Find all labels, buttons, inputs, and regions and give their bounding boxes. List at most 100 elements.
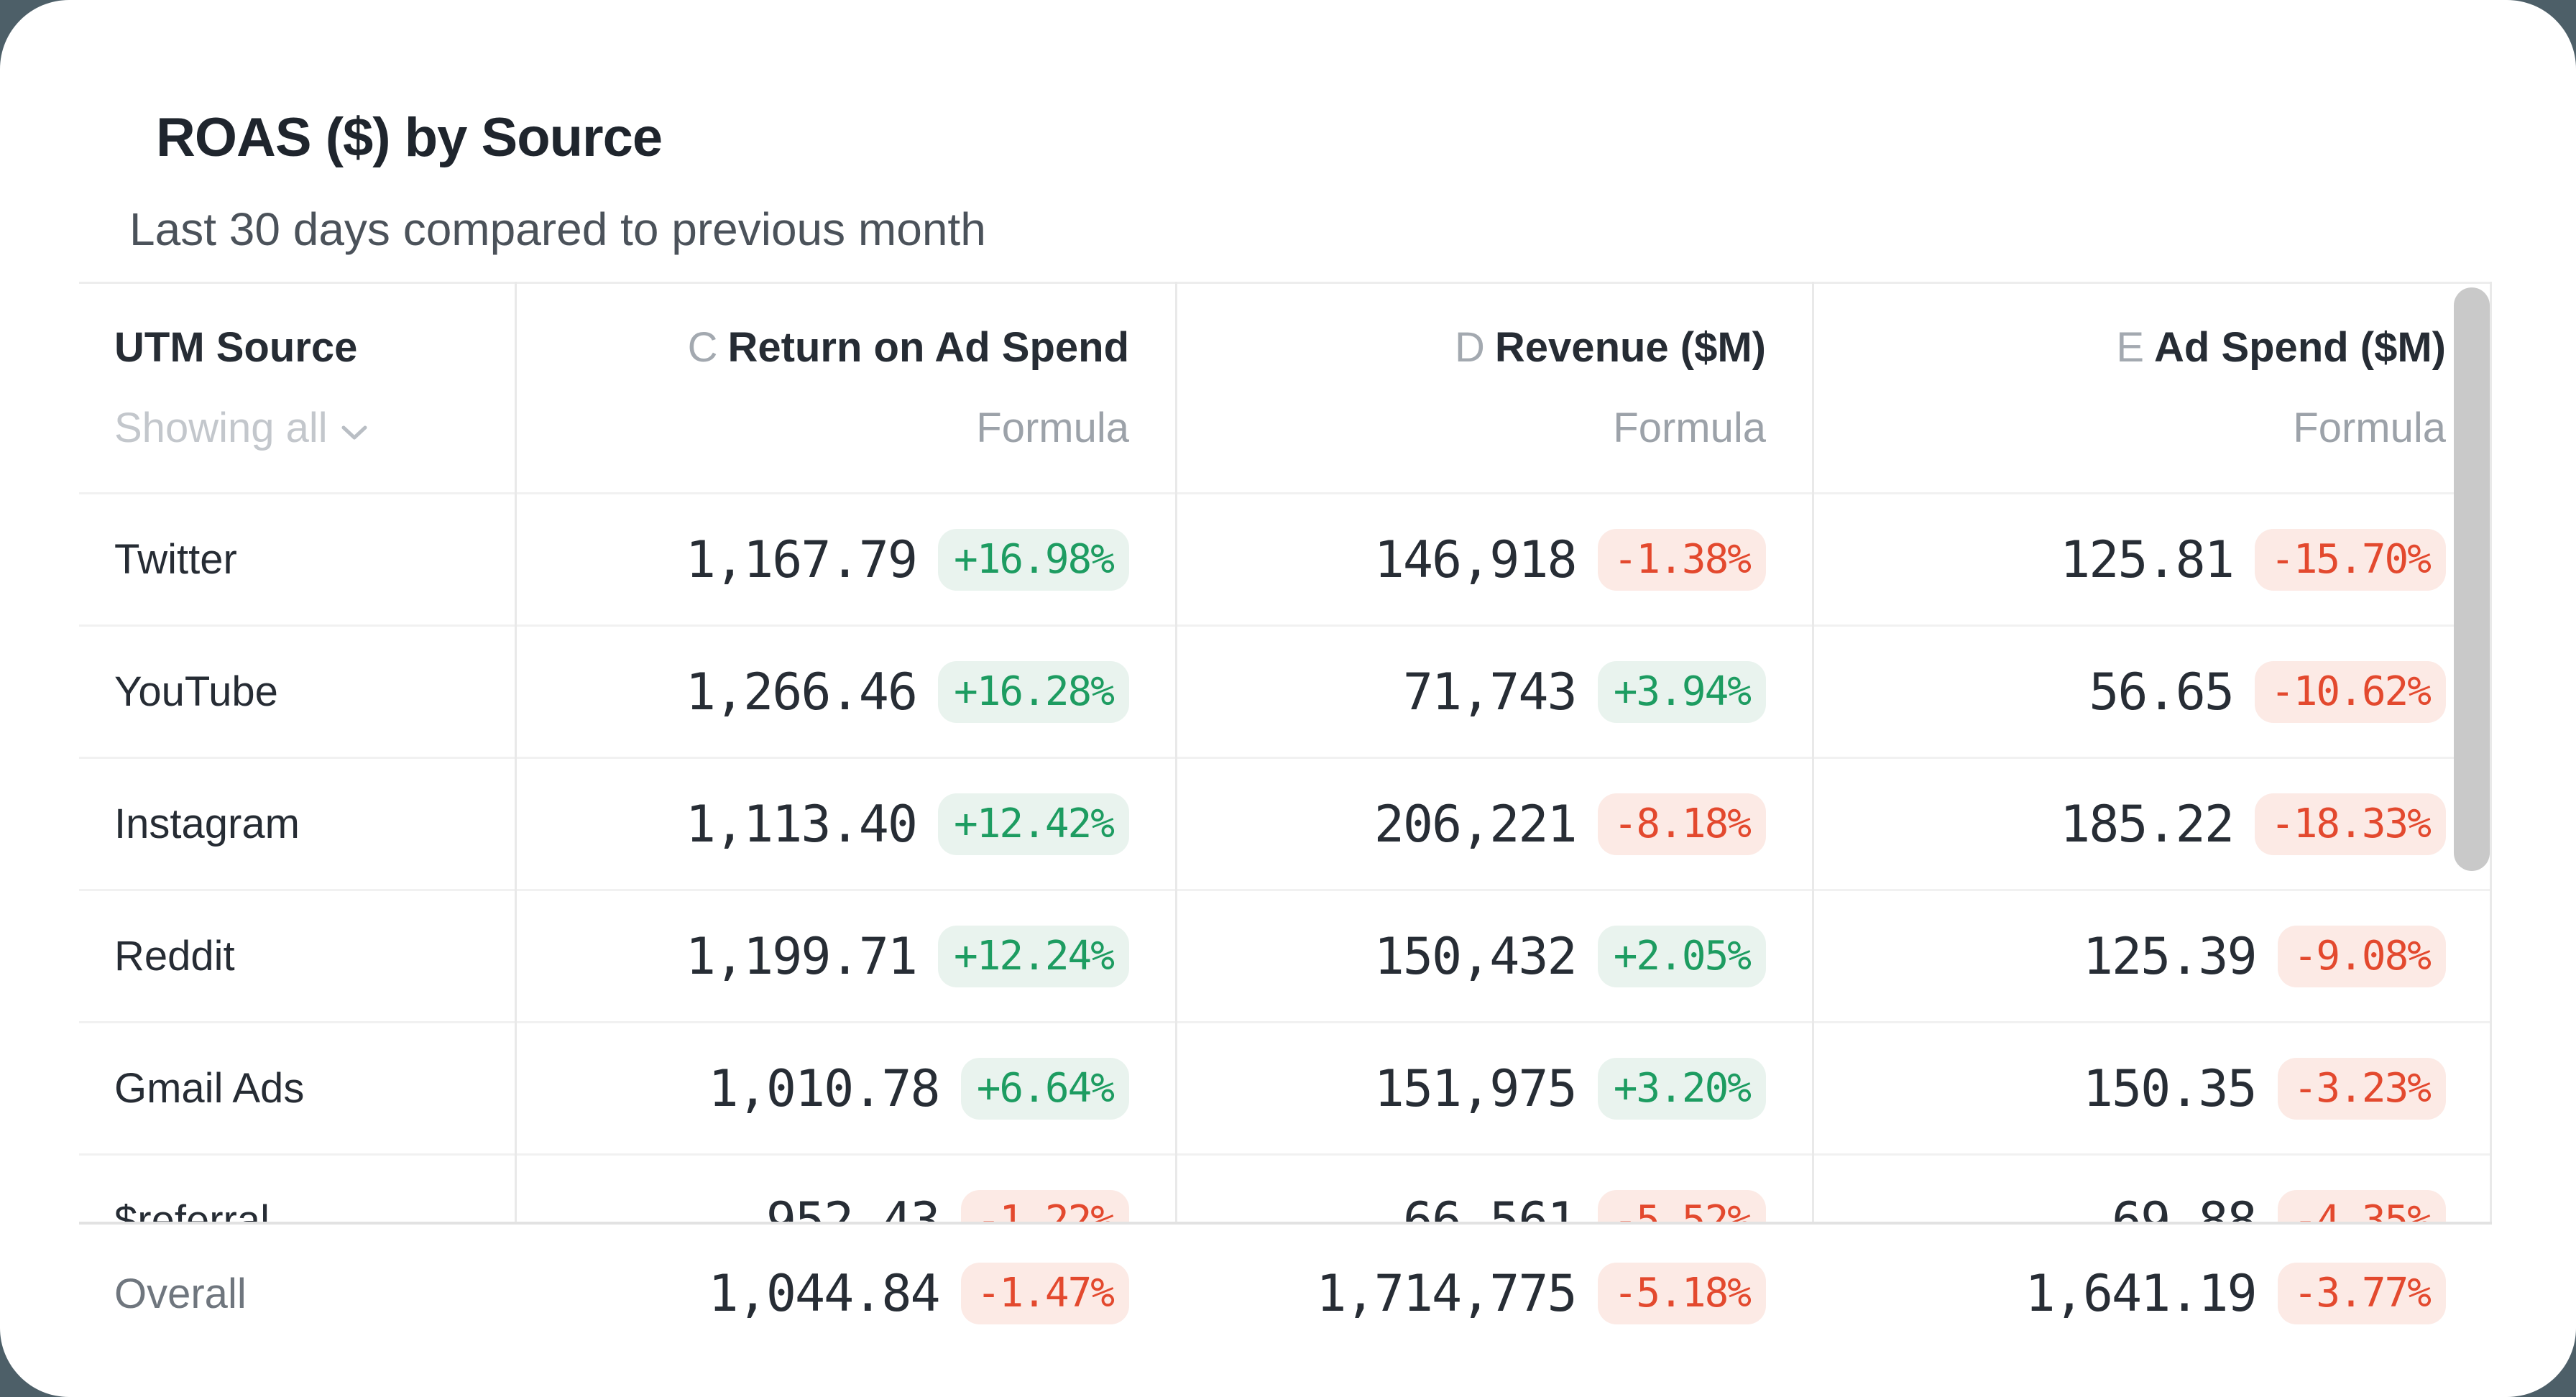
roas-cell: 1,113.40 +12.42% bbox=[515, 759, 1175, 889]
revenue-cell: 206,221 -8.18% bbox=[1175, 759, 1812, 889]
metric-value: 146,918 bbox=[1374, 530, 1578, 589]
vertical-scrollbar-thumb[interactable] bbox=[2454, 287, 2490, 871]
delta-badge: +6.64% bbox=[960, 1057, 1129, 1120]
table-header-row: UTM Source Showing all C Return on Ad Spe… bbox=[79, 282, 2492, 494]
ad-spend-cell: 125.81 -15.70% bbox=[1812, 494, 2492, 624]
delta-badge: -3.77% bbox=[2277, 1263, 2446, 1324]
metric-value: 206,221 bbox=[1374, 794, 1578, 854]
metric-value: 1,010.78 bbox=[708, 1059, 941, 1118]
source-label: Reddit bbox=[114, 933, 235, 979]
metric-value: 1,714,775 bbox=[1316, 1264, 1577, 1323]
column-header-utm-source: UTM Source Showing all bbox=[79, 284, 515, 492]
ad-spend-cell: 125.39 -9.08% bbox=[1812, 891, 2492, 1021]
column-letter: D bbox=[1455, 324, 1485, 371]
table-row-instagram: Instagram 1,113.40 +12.42% 206,221 -8.18… bbox=[79, 759, 2492, 891]
revenue-cell: 71,743 +3.94% bbox=[1175, 627, 1812, 757]
table-body: Twitter 1,167.79 +16.98% 146,918 -1.38% … bbox=[79, 494, 2492, 1222]
metric-value: 1,266.46 bbox=[685, 662, 918, 721]
metric-value: 952.43 bbox=[765, 1191, 941, 1222]
delta-badge: -18.33% bbox=[2254, 793, 2446, 855]
table-row-gmail-ads: Gmail Ads 1,010.78 +6.64% 151,975 +3.20%… bbox=[79, 1023, 2492, 1156]
metric-value: 125.39 bbox=[2082, 926, 2258, 986]
revenue-cell: 151,975 +3.20% bbox=[1175, 1023, 1812, 1153]
column-formula-label: Formula bbox=[1613, 405, 1766, 451]
metric-value: 1,113.40 bbox=[685, 794, 918, 854]
delta-badge: -8.18% bbox=[1597, 793, 1766, 855]
ad-spend-cell: 56.65 -10.62% bbox=[1812, 627, 2492, 757]
column-divider bbox=[1812, 282, 1814, 1222]
column-letter: E bbox=[2116, 324, 2145, 371]
table-right-border bbox=[2490, 282, 2492, 1222]
delta-badge: -4.35% bbox=[2277, 1189, 2446, 1222]
delta-badge: -15.70% bbox=[2254, 528, 2446, 591]
ad-spend-cell: 185.22 -18.33% bbox=[1812, 759, 2492, 889]
chevron-down-icon bbox=[341, 407, 368, 449]
delta-badge: +3.94% bbox=[1597, 660, 1766, 723]
column-header-revenue[interactable]: D Revenue ($M) Formula bbox=[1175, 284, 1812, 492]
source-label: Instagram bbox=[114, 801, 300, 847]
metric-value: 71,743 bbox=[1402, 662, 1578, 721]
metric-value: 1,044.84 bbox=[708, 1264, 941, 1323]
source-label: Twitter bbox=[114, 536, 237, 583]
delta-badge: +12.42% bbox=[937, 793, 1129, 855]
delta-badge: -5.52% bbox=[1597, 1189, 1766, 1222]
column-name: Revenue ($M) bbox=[1494, 324, 1766, 371]
column-letter: C bbox=[687, 324, 718, 371]
column-formula-label: Formula bbox=[2293, 405, 2446, 451]
metric-value: 125.81 bbox=[2060, 530, 2235, 589]
delta-badge: -3.23% bbox=[2277, 1057, 2446, 1120]
metric-value: 1,199.71 bbox=[685, 926, 918, 986]
ad-spend-cell: 150.35 -3.23% bbox=[1812, 1023, 2492, 1153]
source-label: $referral bbox=[114, 1197, 270, 1222]
roas-cell: 952.43 -1.22% bbox=[515, 1156, 1175, 1222]
metric-value: 151,975 bbox=[1374, 1059, 1578, 1118]
table-row-referral: $referral 952.43 -1.22% 66,561 -5.52% 69… bbox=[79, 1156, 2492, 1222]
table-row-youtube: YouTube 1,266.46 +16.28% 71,743 +3.94% 5… bbox=[79, 627, 2492, 759]
column-name: Ad Spend ($M) bbox=[2154, 324, 2446, 371]
delta-badge: +16.98% bbox=[937, 528, 1129, 591]
metric-value: 150.35 bbox=[2082, 1059, 2258, 1118]
overall-label: Overall bbox=[114, 1270, 247, 1317]
source-label: Gmail Ads bbox=[114, 1065, 305, 1112]
roas-cell: 1,044.84 -1.47% bbox=[515, 1225, 1175, 1363]
table-row-reddit: Reddit 1,199.71 +12.24% 150,432 +2.05% 1… bbox=[79, 891, 2492, 1023]
revenue-cell: 1,714,775 -5.18% bbox=[1175, 1225, 1812, 1363]
roas-table: UTM Source Showing all C Return on Ad Spe… bbox=[79, 282, 2492, 1363]
showing-all-label: Showing all bbox=[114, 405, 328, 451]
delta-badge: -10.62% bbox=[2254, 660, 2446, 723]
column-divider bbox=[515, 282, 517, 1222]
page-title: ROAS ($) by Source bbox=[156, 107, 663, 168]
showing-all-dropdown[interactable]: Showing all bbox=[114, 407, 368, 449]
delta-badge: +2.05% bbox=[1597, 925, 1766, 987]
column-name: Return on Ad Spend bbox=[727, 324, 1129, 371]
delta-badge: -9.08% bbox=[2277, 925, 2446, 987]
table-footer-overall: Overall 1,044.84 -1.47% 1,714,775 -5.18%… bbox=[79, 1222, 2492, 1363]
column-formula-label: Formula bbox=[976, 405, 1129, 451]
metric-value: 185.22 bbox=[2060, 794, 2235, 854]
delta-badge: -1.38% bbox=[1597, 528, 1766, 591]
revenue-cell: 150,432 +2.05% bbox=[1175, 891, 1812, 1021]
table-row-twitter: Twitter 1,167.79 +16.98% 146,918 -1.38% … bbox=[79, 494, 2492, 627]
delta-badge: -5.18% bbox=[1597, 1263, 1766, 1324]
delta-badge: -1.47% bbox=[960, 1263, 1129, 1324]
roas-cell: 1,167.79 +16.98% bbox=[515, 494, 1175, 624]
metric-value: 1,167.79 bbox=[685, 530, 918, 589]
source-label: YouTube bbox=[114, 668, 278, 715]
column-header-ad-spend[interactable]: E Ad Spend ($M) Formula bbox=[1812, 284, 2492, 492]
revenue-cell: 66,561 -5.52% bbox=[1175, 1156, 1812, 1222]
delta-badge: -1.22% bbox=[960, 1189, 1129, 1222]
column-divider bbox=[1175, 282, 1177, 1222]
metric-value: 56.65 bbox=[2089, 662, 2235, 721]
roas-cell: 1,010.78 +6.64% bbox=[515, 1023, 1175, 1153]
delta-badge: +12.24% bbox=[937, 925, 1129, 987]
column-header-roas[interactable]: C Return on Ad Spend Formula bbox=[515, 284, 1175, 492]
ad-spend-cell: 1,641.19 -3.77% bbox=[1812, 1225, 2492, 1363]
metric-value: 1,641.19 bbox=[2025, 1264, 2258, 1323]
revenue-cell: 146,918 -1.38% bbox=[1175, 494, 1812, 624]
metric-value: 66,561 bbox=[1402, 1191, 1578, 1222]
page-subtitle: Last 30 days compared to previous month bbox=[129, 203, 986, 255]
delta-badge: +3.20% bbox=[1597, 1057, 1766, 1120]
metric-value: 150,432 bbox=[1374, 926, 1578, 986]
utm-source-header-label: UTM Source bbox=[114, 324, 358, 371]
